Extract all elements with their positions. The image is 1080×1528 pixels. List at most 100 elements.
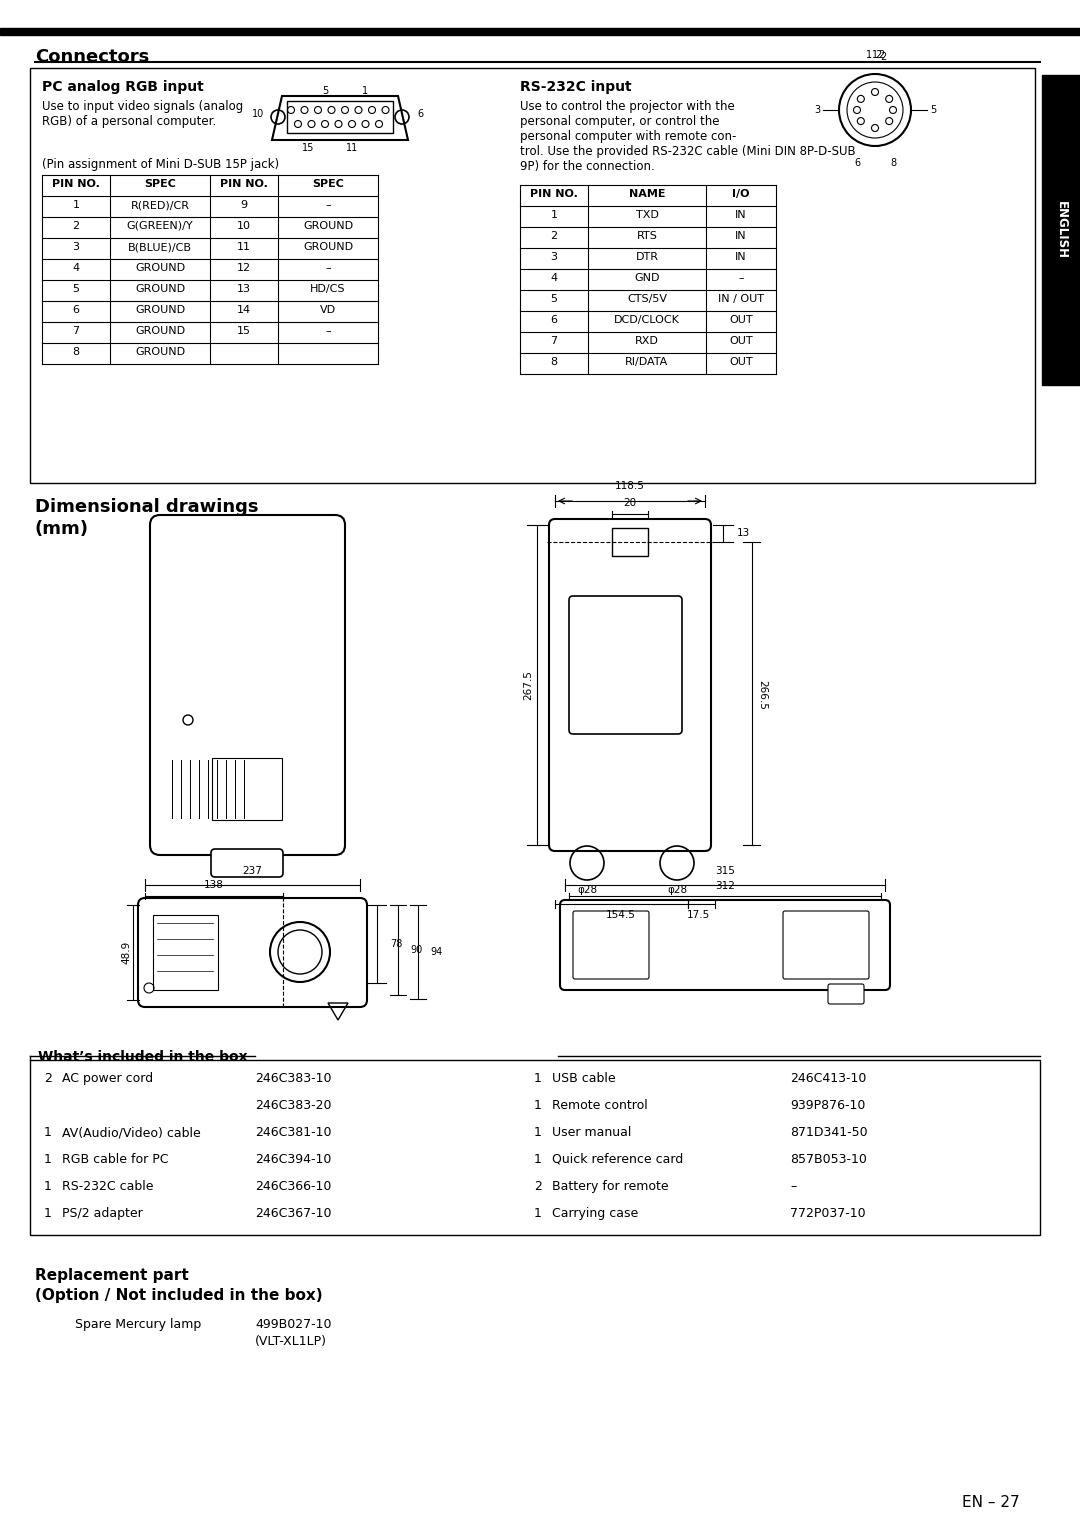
Text: 6: 6 <box>551 315 557 325</box>
Bar <box>212 758 282 821</box>
Text: AC power cord: AC power cord <box>62 1073 153 1085</box>
Text: PIN NO.: PIN NO. <box>220 179 268 189</box>
Text: IN: IN <box>735 252 746 261</box>
Text: 2: 2 <box>878 50 885 60</box>
Text: 1: 1 <box>872 50 878 60</box>
Text: 857B053-10: 857B053-10 <box>789 1154 867 1166</box>
Text: personal computer with remote con-: personal computer with remote con- <box>519 130 737 144</box>
Text: RS-232C cable: RS-232C cable <box>62 1180 153 1193</box>
Text: Spare Mercury lamp: Spare Mercury lamp <box>75 1319 201 1331</box>
Text: PC analog RGB input: PC analog RGB input <box>42 79 204 95</box>
Text: 13: 13 <box>237 284 251 293</box>
Bar <box>153 915 218 990</box>
Text: RTS: RTS <box>636 231 658 241</box>
Text: 12: 12 <box>237 263 251 274</box>
Text: 8: 8 <box>551 358 557 367</box>
Text: 8: 8 <box>890 157 896 168</box>
Text: 154.5: 154.5 <box>606 911 636 920</box>
Text: 772P037-10: 772P037-10 <box>789 1207 866 1219</box>
Text: 2: 2 <box>535 1180 542 1193</box>
Text: VD: VD <box>320 306 336 315</box>
Text: PS/2 adapter: PS/2 adapter <box>62 1207 143 1219</box>
Text: 5: 5 <box>930 105 936 115</box>
FancyBboxPatch shape <box>828 984 864 1004</box>
Text: 5: 5 <box>551 293 557 304</box>
FancyBboxPatch shape <box>783 911 869 979</box>
Text: –: – <box>789 1180 796 1193</box>
Text: 94: 94 <box>430 947 442 957</box>
Text: –: – <box>325 325 330 336</box>
Text: R(RED)/CR: R(RED)/CR <box>131 200 189 209</box>
Text: OUT: OUT <box>729 336 753 345</box>
Text: 246C367-10: 246C367-10 <box>255 1207 332 1219</box>
Text: 1: 1 <box>535 1207 542 1219</box>
Text: TXD: TXD <box>635 209 659 220</box>
Text: 9: 9 <box>241 200 247 209</box>
Text: Remote control: Remote control <box>552 1099 648 1112</box>
Text: (VLT-XL1LP): (VLT-XL1LP) <box>255 1335 327 1348</box>
Text: 312: 312 <box>715 882 734 891</box>
Text: 20: 20 <box>623 498 636 507</box>
Text: 1: 1 <box>535 1099 542 1112</box>
Text: 118.5: 118.5 <box>616 481 645 490</box>
FancyBboxPatch shape <box>561 900 890 990</box>
Text: Quick reference card: Quick reference card <box>552 1154 684 1166</box>
Text: GROUND: GROUND <box>135 284 185 293</box>
Text: GROUND: GROUND <box>135 347 185 358</box>
Text: –: – <box>739 274 744 283</box>
Text: 1: 1 <box>44 1126 52 1138</box>
Text: 1: 1 <box>44 1154 52 1166</box>
Text: GROUND: GROUND <box>302 241 353 252</box>
Text: 499B027-10: 499B027-10 <box>255 1319 332 1331</box>
Text: 90: 90 <box>410 944 422 955</box>
Text: IN: IN <box>735 231 746 241</box>
Text: 237: 237 <box>243 866 262 876</box>
Text: 246C383-10: 246C383-10 <box>255 1073 332 1085</box>
Text: IN / OUT: IN / OUT <box>718 293 764 304</box>
Text: 1: 1 <box>535 1126 542 1138</box>
Text: 3: 3 <box>72 241 80 252</box>
Text: 266.5: 266.5 <box>757 680 767 711</box>
Text: IN: IN <box>735 209 746 220</box>
Text: 2: 2 <box>875 50 881 60</box>
Bar <box>1042 75 1080 385</box>
Text: 6: 6 <box>72 306 80 315</box>
FancyBboxPatch shape <box>150 515 345 856</box>
Text: 15: 15 <box>301 144 314 153</box>
Bar <box>30 69 1035 483</box>
Bar <box>612 529 648 556</box>
Text: 15: 15 <box>237 325 251 336</box>
Text: GROUND: GROUND <box>135 325 185 336</box>
Text: (mm): (mm) <box>35 520 89 538</box>
Text: B(BLUE)/CB: B(BLUE)/CB <box>129 241 192 252</box>
Text: 1: 1 <box>44 1180 52 1193</box>
Text: GROUND: GROUND <box>302 222 353 231</box>
Text: DCD/CLOCK: DCD/CLOCK <box>615 315 680 325</box>
Bar <box>287 101 393 133</box>
Text: 939P876-10: 939P876-10 <box>789 1099 865 1112</box>
Text: 10: 10 <box>252 108 265 119</box>
Text: 246C381-10: 246C381-10 <box>255 1126 332 1138</box>
Text: G(GREEN)/Y: G(GREEN)/Y <box>126 222 193 231</box>
Text: 78: 78 <box>390 940 403 949</box>
Text: 246C413-10: 246C413-10 <box>789 1073 866 1085</box>
Text: 315: 315 <box>715 866 734 876</box>
Text: GROUND: GROUND <box>135 306 185 315</box>
Text: GROUND: GROUND <box>135 263 185 274</box>
Text: 4: 4 <box>551 274 557 283</box>
Text: RS-232C input: RS-232C input <box>519 79 632 95</box>
Text: 1: 1 <box>72 200 80 209</box>
Text: RI/DATA: RI/DATA <box>625 358 669 367</box>
Text: PIN NO.: PIN NO. <box>530 189 578 199</box>
Text: Carrying case: Carrying case <box>552 1207 638 1219</box>
Text: RGB) of a personal computer.: RGB) of a personal computer. <box>42 115 216 128</box>
Text: 9P) for the connection.: 9P) for the connection. <box>519 160 654 173</box>
Text: What’s included in the box: What’s included in the box <box>38 1050 247 1063</box>
Text: 871D341-50: 871D341-50 <box>789 1126 867 1138</box>
Text: User manual: User manual <box>552 1126 632 1138</box>
Text: AV(Audio/Video) cable: AV(Audio/Video) cable <box>62 1126 201 1138</box>
FancyBboxPatch shape <box>569 596 681 733</box>
Bar <box>0 28 1080 35</box>
Text: 246C366-10: 246C366-10 <box>255 1180 332 1193</box>
Text: RGB cable for PC: RGB cable for PC <box>62 1154 168 1166</box>
